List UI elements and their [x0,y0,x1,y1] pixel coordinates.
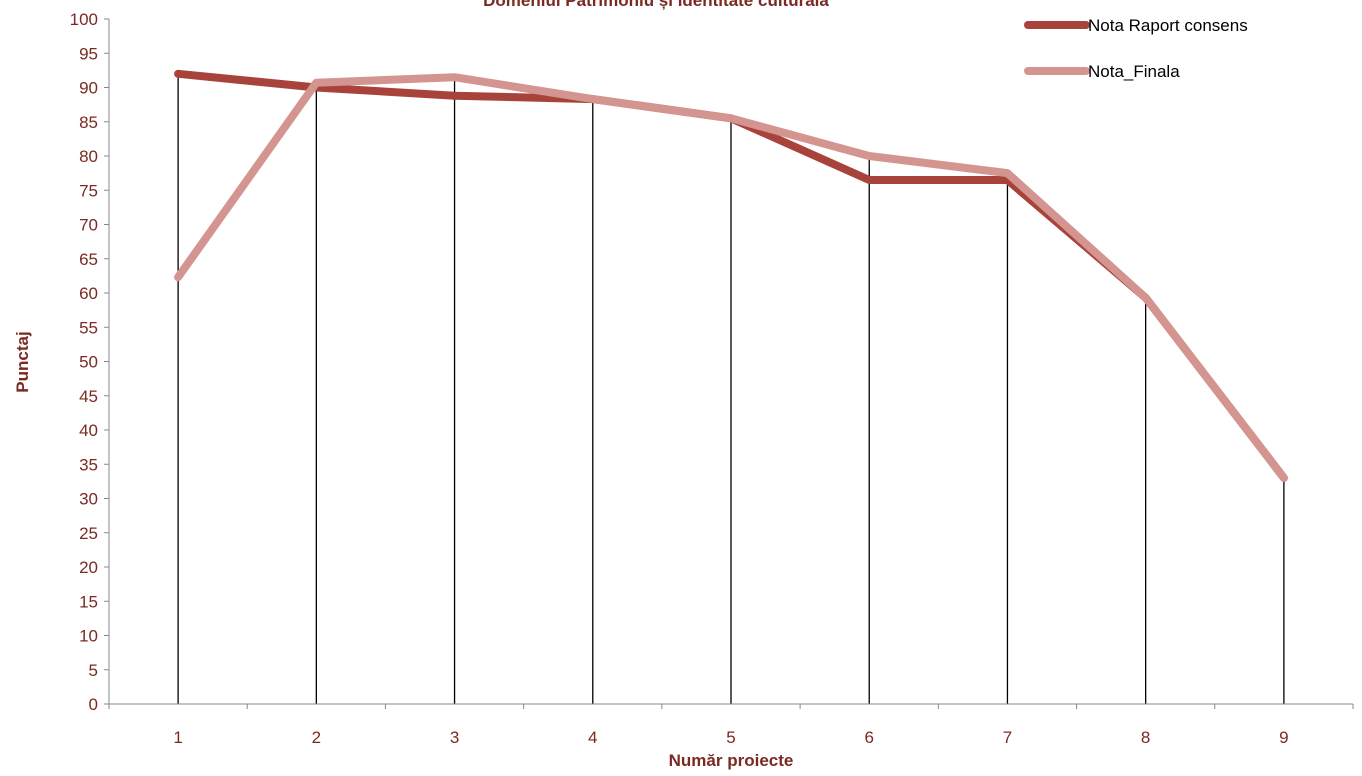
y-tick-label: 0 [89,695,98,714]
x-tick-label: 4 [588,728,597,747]
y-axis-label: Punctaj [13,331,32,392]
y-tick-label: 45 [79,387,98,406]
y-tick-label: 85 [79,113,98,132]
series-lines [174,69,1288,482]
chart-title: Domeniul Patrimoniu și identitate cultur… [483,0,829,10]
x-axis-label: Număr proiecte [669,751,794,770]
legend-label: Nota_Finala [1088,62,1180,81]
y-tick-label: 80 [79,147,98,166]
x-tick-label: 7 [1003,728,1012,747]
y-tick-label: 70 [79,216,98,235]
y-tick-label: 60 [79,284,98,303]
y-tick-label: 50 [79,353,98,372]
x-tick-label: 3 [450,728,459,747]
y-tick-label: 65 [79,250,98,269]
x-tick-label: 2 [312,728,321,747]
y-tick-label: 20 [79,558,98,577]
y-tick-label: 40 [79,421,98,440]
x-tick-label: 9 [1279,728,1288,747]
y-tick-label: 25 [79,524,98,543]
x-tick-label: 6 [864,728,873,747]
y-tick-label: 75 [79,181,98,200]
y-tick-label: 30 [79,490,98,509]
y-tick-label: 100 [70,10,98,29]
y-tick-label: 95 [79,44,98,63]
x-tick-label: 8 [1141,728,1150,747]
y-tick-label: 35 [79,455,98,474]
y-axis-ticks: 0 5 10 15 20 25 30 35 40 45 50 55 60 65 70 75 80 85 90 95 10… [70,10,109,714]
x-tick-label: 1 [173,728,182,747]
x-tick-label: 5 [726,728,735,747]
series-line [174,73,1288,482]
y-tick-label: 10 [79,627,98,646]
legend: Nota Raport consens Nota_Finala [1024,16,1248,81]
drop-lines [177,73,1285,704]
y-tick-label: 15 [79,592,98,611]
y-tick-label: 5 [89,661,98,680]
y-tick-label: 55 [79,318,98,337]
y-tick-label: 90 [79,79,98,98]
legend-label: Nota Raport consens [1088,16,1248,35]
x-axis-ticks: 1 2 3 4 5 6 7 8 9 [108,704,1354,747]
